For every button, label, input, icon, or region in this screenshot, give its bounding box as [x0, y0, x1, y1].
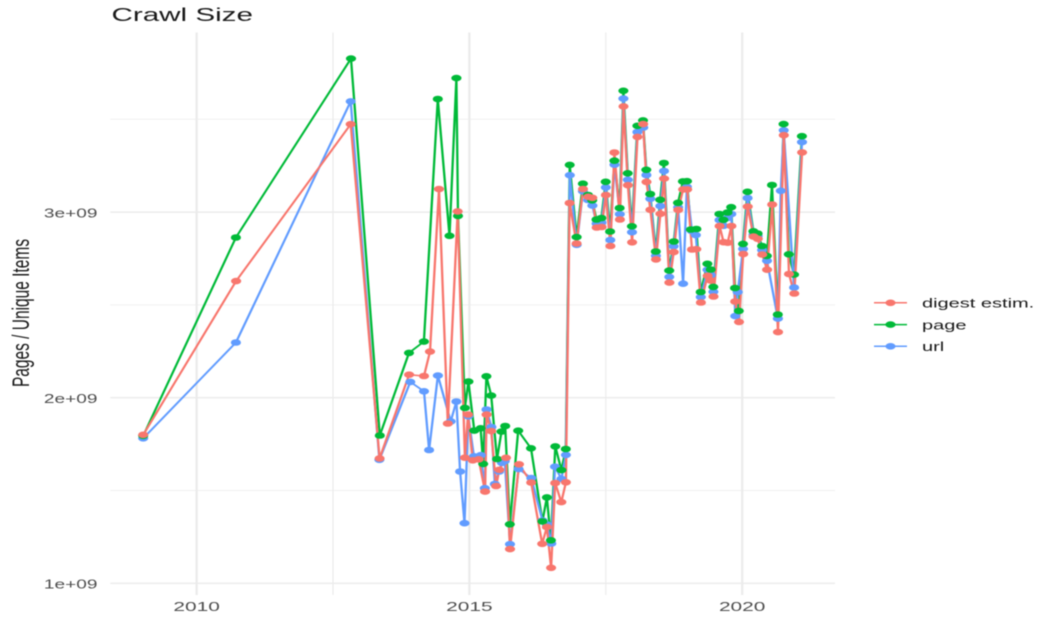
svg-text:2020: 2020 [719, 599, 765, 614]
svg-text:2010: 2010 [173, 599, 219, 614]
svg-text:1e+09: 1e+09 [44, 577, 98, 592]
svg-text:2e+09: 2e+09 [44, 391, 98, 406]
svg-text:3e+09: 3e+09 [44, 206, 98, 221]
svg-text:Pages / Unique Items: Pages / Unique Items [9, 239, 35, 387]
svg-text:url: url [922, 339, 944, 354]
svg-text:Crawl Size: Crawl Size [112, 5, 253, 26]
svg-text:page: page [922, 318, 966, 333]
svg-text:digest estim.: digest estim. [922, 296, 1034, 311]
svg-text:2015: 2015 [446, 599, 492, 614]
